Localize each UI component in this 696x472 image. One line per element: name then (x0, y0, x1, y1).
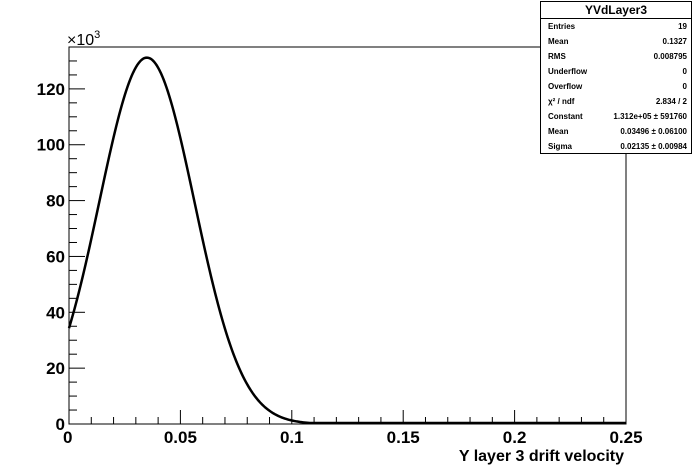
stats-row-label: Sigma (548, 142, 573, 151)
stats-row: Mean 0.03496 ± 0.06100 (541, 124, 691, 139)
y-tick-label: 0 (56, 415, 65, 434)
y-tick-label: 40 (46, 303, 65, 322)
stats-row-value: 0 (682, 82, 687, 91)
stats-row-value: 0.03496 ± 0.06100 (620, 127, 687, 136)
stats-row-label: Mean (548, 127, 569, 136)
stats-row: Constant 1.312e+05 ± 591760 (541, 109, 691, 124)
x-tick-label: 0 (63, 428, 72, 447)
y-multiplier-base: ×10 (67, 32, 94, 49)
x-tick-label: 0.25 (609, 428, 642, 447)
stats-row-label: Constant (548, 112, 583, 121)
y-tick-label: 80 (46, 192, 65, 211)
stats-rows: Entries 19 Mean 0.1327 RMS 0.008795 Underflow 0… (541, 19, 691, 154)
stats-row: Overflow 0 (541, 79, 691, 94)
stats-row-label: RMS (548, 52, 566, 61)
stats-row-value: 0.1327 (662, 37, 687, 46)
stats-row-value: 0.008795 (653, 52, 687, 61)
stats-row-label: Mean (548, 37, 569, 46)
y-multiplier-label: ×103 (67, 29, 100, 49)
stats-row-value: 0 (682, 67, 687, 76)
x-tick-label: 0.05 (164, 428, 197, 447)
stats-row: RMS 0.008795 (541, 49, 691, 64)
stats-box: YVdLayer3 Entries 19 Mean 0.1327 RMS 0.008795… (540, 1, 692, 154)
y-tick-label: 20 (46, 359, 65, 378)
x-tick-label: 0.2 (503, 428, 527, 447)
stats-row: Underflow 0 (541, 64, 691, 79)
stats-row-value: 2.834 / 2 (655, 97, 687, 106)
fit-curve (67, 56, 626, 425)
stats-row: Entries 19 (541, 19, 691, 34)
stats-title: YVdLayer3 (541, 2, 691, 19)
stats-row-value: 0.02135 ± 0.00984 (620, 142, 687, 151)
y-multiplier-exponent: 3 (94, 29, 100, 41)
stats-row-label: Underflow (548, 67, 588, 76)
stats-row-value: 19 (678, 22, 687, 31)
stats-row-label: Overflow (548, 82, 583, 91)
stats-row: Sigma 0.02135 ± 0.00984 (541, 139, 691, 154)
y-tick-label: 60 (46, 247, 65, 266)
stats-row-value: 1.312e+05 ± 591760 (613, 112, 687, 121)
x-tick-labels: 0 0.05 0.1 0.15 0.2 0.25 (63, 428, 643, 447)
x-tick-label: 0.15 (387, 428, 420, 447)
stats-row: Mean 0.1327 (541, 34, 691, 49)
y-tick-label: 120 (37, 80, 65, 99)
x-axis-title: Y layer 3 drift velocity (459, 448, 624, 465)
y-tick-label: 100 (37, 136, 65, 155)
stats-row-label: Entries (548, 22, 576, 31)
x-tick-label: 0.1 (280, 428, 304, 447)
stats-row: χ² / ndf 2.834 / 2 (541, 94, 691, 109)
y-tick-labels: 0 20 40 60 80 100 120 (37, 80, 65, 434)
stats-row-label: χ² / ndf (548, 97, 575, 106)
